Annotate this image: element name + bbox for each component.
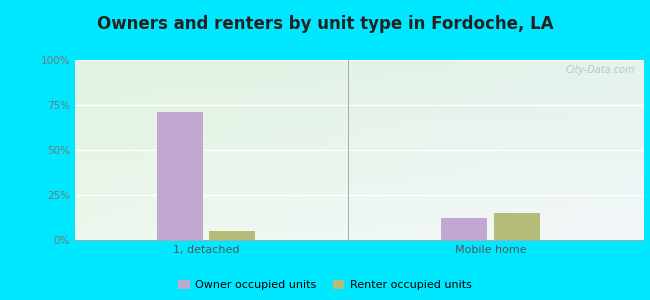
Legend: Owner occupied units, Renter occupied units: Owner occupied units, Renter occupied un… <box>174 275 476 294</box>
Bar <box>441 218 487 240</box>
Bar <box>209 231 255 240</box>
Text: City-Data.com: City-Data.com <box>566 65 635 75</box>
Text: Owners and renters by unit type in Fordoche, LA: Owners and renters by unit type in Fordo… <box>97 15 553 33</box>
Bar <box>493 213 540 240</box>
Bar <box>157 112 203 240</box>
